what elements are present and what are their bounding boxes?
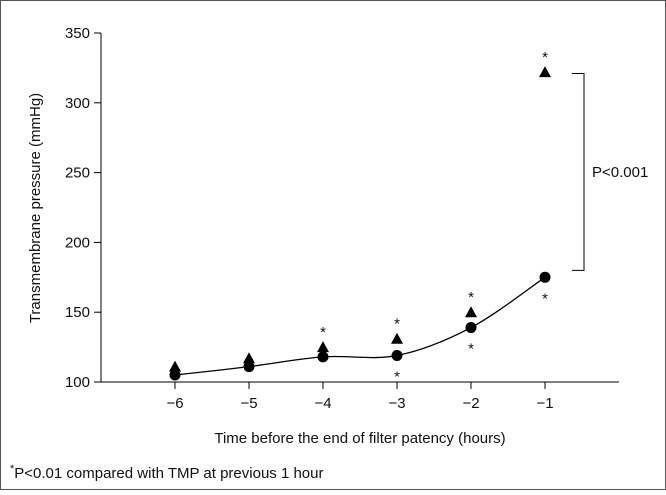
circle-marker <box>317 351 329 363</box>
significance-mark: * <box>468 289 474 306</box>
bracket <box>572 72 585 271</box>
triangle-marker <box>243 352 255 364</box>
triangle-marker <box>465 306 477 318</box>
bracket-label: P<0.001 <box>592 164 648 181</box>
significance-mark: * <box>542 290 548 307</box>
y-tick-label: 250 <box>65 165 90 182</box>
y-axis-label: Transmembrane pressure (mmHg) <box>27 93 44 323</box>
y-tick-label: 350 <box>65 25 90 42</box>
triangle-marker <box>317 341 329 353</box>
triangle-marker <box>539 66 551 78</box>
x-tick-label: −6 <box>166 395 183 412</box>
significance-mark: * <box>468 341 474 358</box>
x-tick-label: −3 <box>388 395 405 412</box>
y-tick-label: 150 <box>65 304 90 321</box>
circle-marker <box>391 349 403 361</box>
triangle-marker <box>169 360 181 372</box>
x-tick-label: −4 <box>314 395 331 412</box>
circle-marker <box>465 322 477 334</box>
significance-mark: * <box>394 368 400 385</box>
footnote-mark: * <box>10 463 15 475</box>
circle-marker <box>169 369 181 381</box>
y-tick-label: 100 <box>65 374 90 391</box>
footnote-text: P<0.01 compared with TMP at previous 1 h… <box>14 465 323 482</box>
footnote: *P<0.01 compared with TMP at previous 1 … <box>10 463 323 482</box>
circle-marker <box>243 361 255 373</box>
circle-marker <box>539 271 551 283</box>
triangle-marker <box>391 332 403 344</box>
significance-mark: * <box>320 324 326 341</box>
y-tick-label: 200 <box>65 234 90 251</box>
series-line <box>174 276 546 376</box>
x-tick-label: −2 <box>462 395 479 412</box>
y-tick-label: 300 <box>65 95 90 112</box>
x-tick-label: −5 <box>240 395 257 412</box>
x-axis-label: Time before the end of filter patency (h… <box>214 430 505 447</box>
significance-mark: * <box>542 49 548 66</box>
significance-mark: * <box>394 316 400 333</box>
x-tick-label: −1 <box>536 395 553 412</box>
